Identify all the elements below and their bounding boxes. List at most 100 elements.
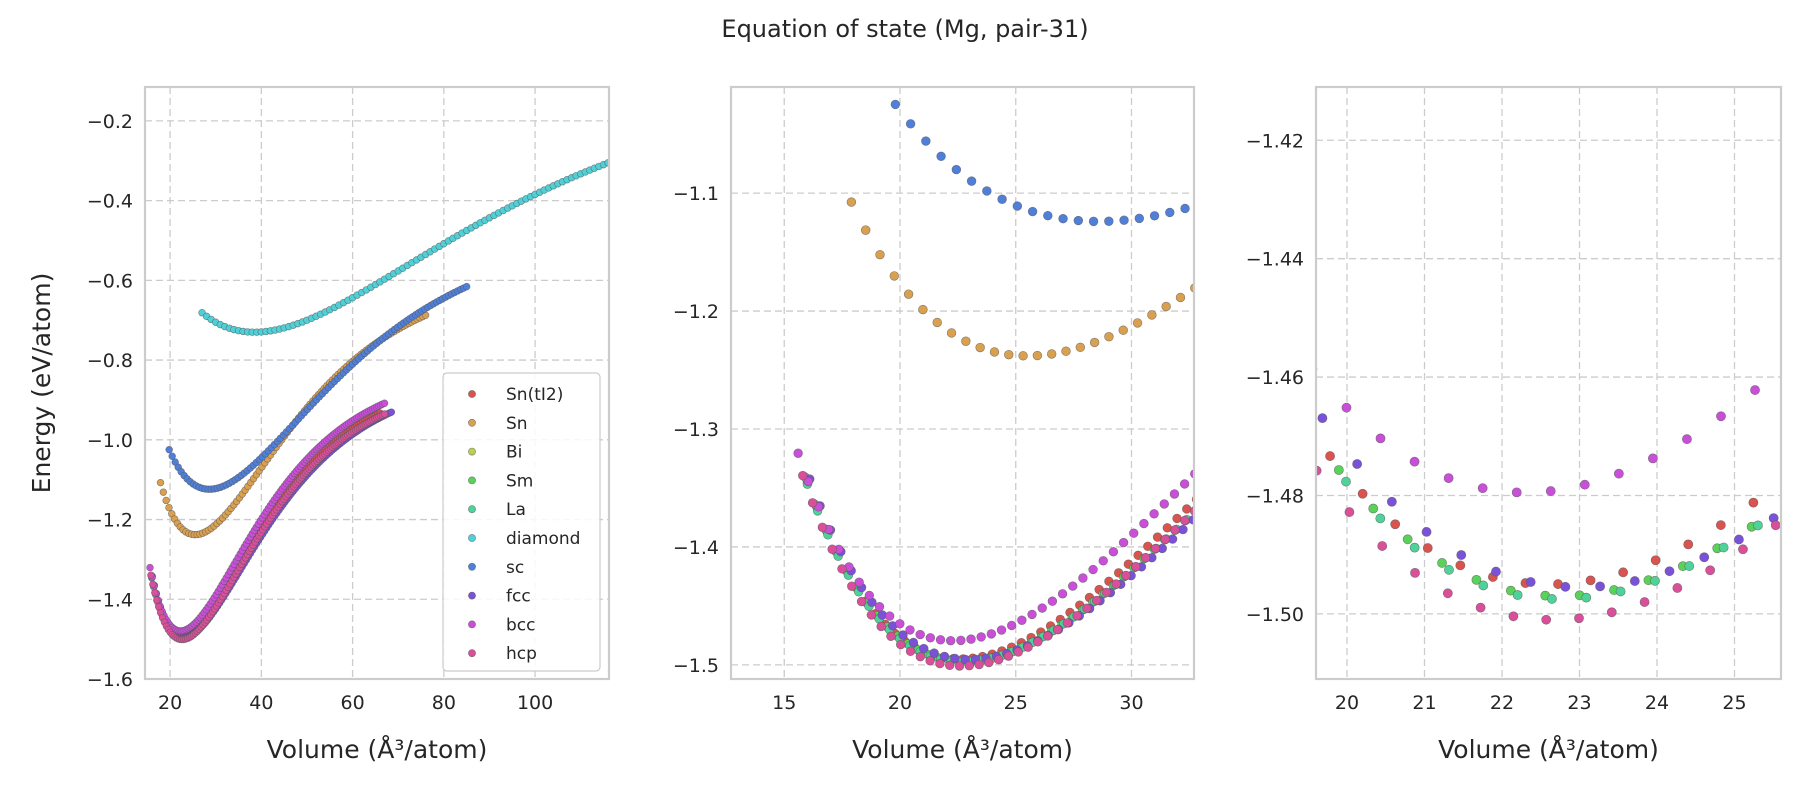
data-point-hcp <box>856 596 867 607</box>
data-point-sm <box>1582 172 1591 181</box>
data-point-bcc <box>1118 537 1129 548</box>
data-point-bcc <box>1017 615 1027 625</box>
x-tick-label: 23 <box>1567 692 1591 714</box>
legend-marker <box>468 534 476 542</box>
data-point-sn-ti2- <box>1390 519 1401 530</box>
data-point-sm <box>1471 574 1482 585</box>
x-tick-label: 60 <box>340 692 364 714</box>
data-point-bcc <box>1790 26 1799 35</box>
data-point-bcc <box>1587 130 1596 139</box>
data-point-sm <box>1684 112 1693 121</box>
data-point-la <box>1223 476 1232 485</box>
legend-label: Sm <box>506 471 533 491</box>
data-point-fcc <box>1490 246 1499 255</box>
x-tick-label: 20 <box>1335 692 1359 714</box>
data-point-fcc <box>1604 167 1613 176</box>
data-point-bcc <box>1394 274 1403 283</box>
data-point-fcc <box>919 643 929 654</box>
data-point-bcc <box>976 632 986 642</box>
data-point-la <box>1613 153 1622 162</box>
data-point-sn-ti2- <box>1367 326 1376 335</box>
data-point-sn-ti2- <box>1357 335 1366 344</box>
data-point-la <box>1684 561 1695 571</box>
data-point-sn <box>1032 350 1043 361</box>
data-point-hcp <box>1611 151 1620 160</box>
data-point-sn <box>162 496 170 505</box>
data-point-sn-ti2- <box>1221 466 1230 475</box>
data-point-fcc <box>1645 141 1654 150</box>
data-point-hcp <box>1543 196 1552 205</box>
data-point-hcp <box>1435 278 1444 287</box>
data-point-fcc <box>929 648 939 658</box>
data-point-sm <box>1243 457 1252 466</box>
data-point-sn <box>989 347 1000 357</box>
data-point-la <box>1675 118 1684 127</box>
data-point-sn <box>918 304 928 315</box>
data-point-hcp <box>1475 602 1486 613</box>
legend-marker <box>468 447 476 456</box>
data-point-hcp <box>1445 270 1454 279</box>
data-point-hcp <box>1140 552 1151 563</box>
data-point-sn-ti2- <box>1182 504 1192 514</box>
data-point-sm <box>1715 96 1724 105</box>
data-point-sc <box>462 282 471 291</box>
data-point-fcc <box>1790 68 1799 77</box>
data-point-sm <box>1623 147 1632 156</box>
data-point-fcc <box>1344 368 1353 377</box>
data-point-fcc <box>1583 180 1592 189</box>
legend-label: Sn <box>506 414 528 434</box>
data-point-la <box>1664 123 1673 132</box>
data-point-hcp <box>1574 613 1584 624</box>
x-axis-label: Volume (Å³/atom) <box>267 735 488 764</box>
data-point-fcc <box>1491 566 1501 577</box>
data-point-la <box>1593 166 1602 175</box>
data-point-la <box>1634 141 1643 150</box>
data-point-bcc <box>1384 283 1393 292</box>
data-point-hcp <box>1523 210 1532 219</box>
data-point-bcc <box>966 634 976 644</box>
y-tick-label: −1.4 <box>673 537 719 559</box>
data-point-bcc <box>1201 459 1210 468</box>
x-tick-label: 80 <box>432 692 456 714</box>
data-point-sn-ti2- <box>1552 179 1561 188</box>
data-point-sm <box>1300 419 1309 428</box>
data-point-sn <box>932 317 942 328</box>
data-point-hcp <box>1415 294 1424 303</box>
data-point-la <box>1275 426 1284 435</box>
data-point-fcc <box>1407 313 1416 322</box>
data-point-fcc <box>1697 113 1706 122</box>
data-point-bcc <box>1341 402 1352 413</box>
data-point-bcc <box>1262 398 1271 407</box>
data-point-hcp <box>1269 430 1278 439</box>
data-point-bcc <box>1658 88 1667 97</box>
data-point-sm <box>1284 417 1293 426</box>
data-point-hcp <box>837 564 847 574</box>
data-point-sn-ti2- <box>1474 236 1483 245</box>
data-point-hcp <box>1651 129 1660 138</box>
data-point-bcc <box>1716 411 1726 422</box>
data-point-sn-ti2- <box>1523 199 1532 208</box>
data-point-sc <box>1073 215 1084 226</box>
data-point-sn <box>1305 197 1314 206</box>
data-point-bcc <box>1638 100 1647 109</box>
data-point-sn-ti2- <box>1163 135 1172 144</box>
data-point-fcc <box>1525 577 1536 587</box>
data-point-hcp <box>1210 487 1219 496</box>
data-point-sm <box>1695 107 1704 116</box>
data-point-hcp <box>1541 614 1552 625</box>
data-point-sm <box>1333 465 1344 475</box>
data-point-sm <box>1366 340 1375 349</box>
data-point-hcp <box>886 631 896 642</box>
data-point-sn-ti2- <box>1172 513 1182 524</box>
data-point-sm <box>1654 129 1663 138</box>
data-point-sn-ti2- <box>1659 114 1668 123</box>
x-tick-label: 30 <box>1119 692 1143 714</box>
data-point-hcp <box>807 498 818 508</box>
data-point-hcp <box>1631 140 1640 149</box>
data-point-sn <box>903 289 914 299</box>
data-point-sn-ti2- <box>1795 48 1800 57</box>
data-point-sn <box>1219 263 1228 272</box>
data-point-hcp <box>1406 302 1415 311</box>
data-point-hcp <box>1758 74 1767 83</box>
data-point-bcc <box>146 563 154 572</box>
